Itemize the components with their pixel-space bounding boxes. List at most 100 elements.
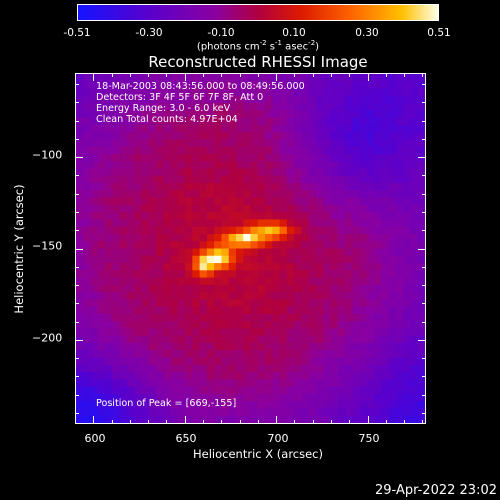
heatmap-pixel [265,248,273,257]
heatmap-pixel [206,415,215,423]
heatmap-pixel [141,219,150,228]
heatmap-pixel [352,335,360,344]
heatmap-pixel [410,161,419,169]
heatmap-pixel [90,110,99,119]
heatmap-pixel [243,401,251,409]
heatmap-pixel [286,117,295,126]
heatmap-pixel [221,415,230,423]
heatmap-pixel [417,168,425,177]
heatmap-pixel [235,219,244,228]
tick-mark [75,394,79,396]
heatmap-pixel [199,292,208,300]
heatmap-pixel [119,81,128,89]
heatmap-pixel [206,292,215,300]
heatmap-pixel [286,103,295,111]
heatmap-pixel [301,110,310,119]
heatmap-pixel [359,153,368,162]
heatmap-pixel [272,292,280,300]
heatmap-pixel [257,415,266,423]
heatmap-pixel [395,168,404,177]
heatmap-pixel [97,95,106,104]
heatmap-pixel [206,284,215,293]
heatmap-pixel [199,357,208,366]
heatmap-pixel [148,343,157,351]
heatmap-pixel [250,350,259,358]
heatmap-pixel [337,379,346,388]
heatmap-pixel [228,168,237,177]
heatmap-pixel [105,204,113,213]
heatmap-pixel [286,212,295,220]
heatmap-pixel [279,204,288,213]
heatmap-pixel [279,364,288,373]
heatmap-pixel [185,153,193,162]
tick-mark [75,266,79,268]
heatmap-pixel [410,241,419,249]
heatmap-pixel [417,132,425,140]
heatmap-pixel [374,364,382,373]
heatmap-pixel [330,168,339,177]
heatmap-pixel [119,204,128,213]
heatmap-pixel [134,415,142,423]
heatmap-pixel [119,161,128,169]
heatmap-pixel [170,241,179,249]
heatmap-pixel [206,153,215,162]
heatmap-pixel [315,219,324,228]
heatmap-pixel [272,117,280,126]
heatmap-pixel [381,263,390,271]
heatmap-pixel [112,313,121,322]
tick-mark [75,83,79,85]
heatmap-pixel [286,328,295,337]
heatmap-pixel [250,124,259,133]
heatmap-pixel [337,321,346,329]
heatmap-pixel [279,146,288,155]
heatmap-pixel [374,313,382,322]
heatmap-pixel [199,379,208,388]
heatmap-pixel [192,299,200,308]
heatmap-pixel [308,270,317,278]
heatmap-pixel [345,146,353,155]
heatmap-pixel [265,343,273,351]
heatmap-pixel [185,241,193,249]
heatmap-pixel [155,197,164,206]
heatmap-pixel [388,161,397,169]
heatmap-pixel [148,350,157,358]
heatmap-pixel [250,357,259,366]
heatmap-pixel [90,233,99,242]
heatmap-pixel [141,270,150,278]
heatmap-pixel [148,226,157,235]
heatmap-pixel [126,190,135,198]
heatmap-pixel [97,175,106,184]
heatmap-pixel [221,364,230,373]
heatmap-pixel [403,299,411,308]
heatmap-pixel [177,241,186,249]
heatmap-pixel [395,379,404,388]
heatmap-pixel [374,183,382,191]
heatmap-pixel [83,103,91,111]
heatmap-pixel [155,233,164,242]
heatmap-pixel [105,161,113,169]
heatmap-pixel [221,306,230,315]
heatmap-pixel [221,103,230,111]
heatmap-pixel [388,124,397,133]
heatmap-pixel [97,139,106,148]
heatmap-pixel [126,263,135,271]
heatmap-pixel [228,81,237,89]
heatmap-pixel [141,357,150,366]
heatmap-pixel [228,263,237,271]
heatmap-pixel [126,219,135,228]
heatmap-pixel [279,299,288,308]
heatmap-pixel [250,190,259,198]
heatmap-pixel [286,335,295,344]
heatmap-pixel [286,95,295,104]
heatmap-pixel [279,284,288,293]
heatmap-pixel [112,277,121,286]
heatmap-pixel [243,263,251,271]
heatmap-pixel [148,328,157,337]
heatmap-pixel [395,357,404,366]
heatmap-pixel [228,161,237,169]
heatmap-pixel [214,168,222,177]
heatmap-pixel [221,328,230,337]
heatmap-pixel [185,284,193,293]
heatmap-pixel [126,161,135,169]
heatmap-pixel [185,233,193,242]
